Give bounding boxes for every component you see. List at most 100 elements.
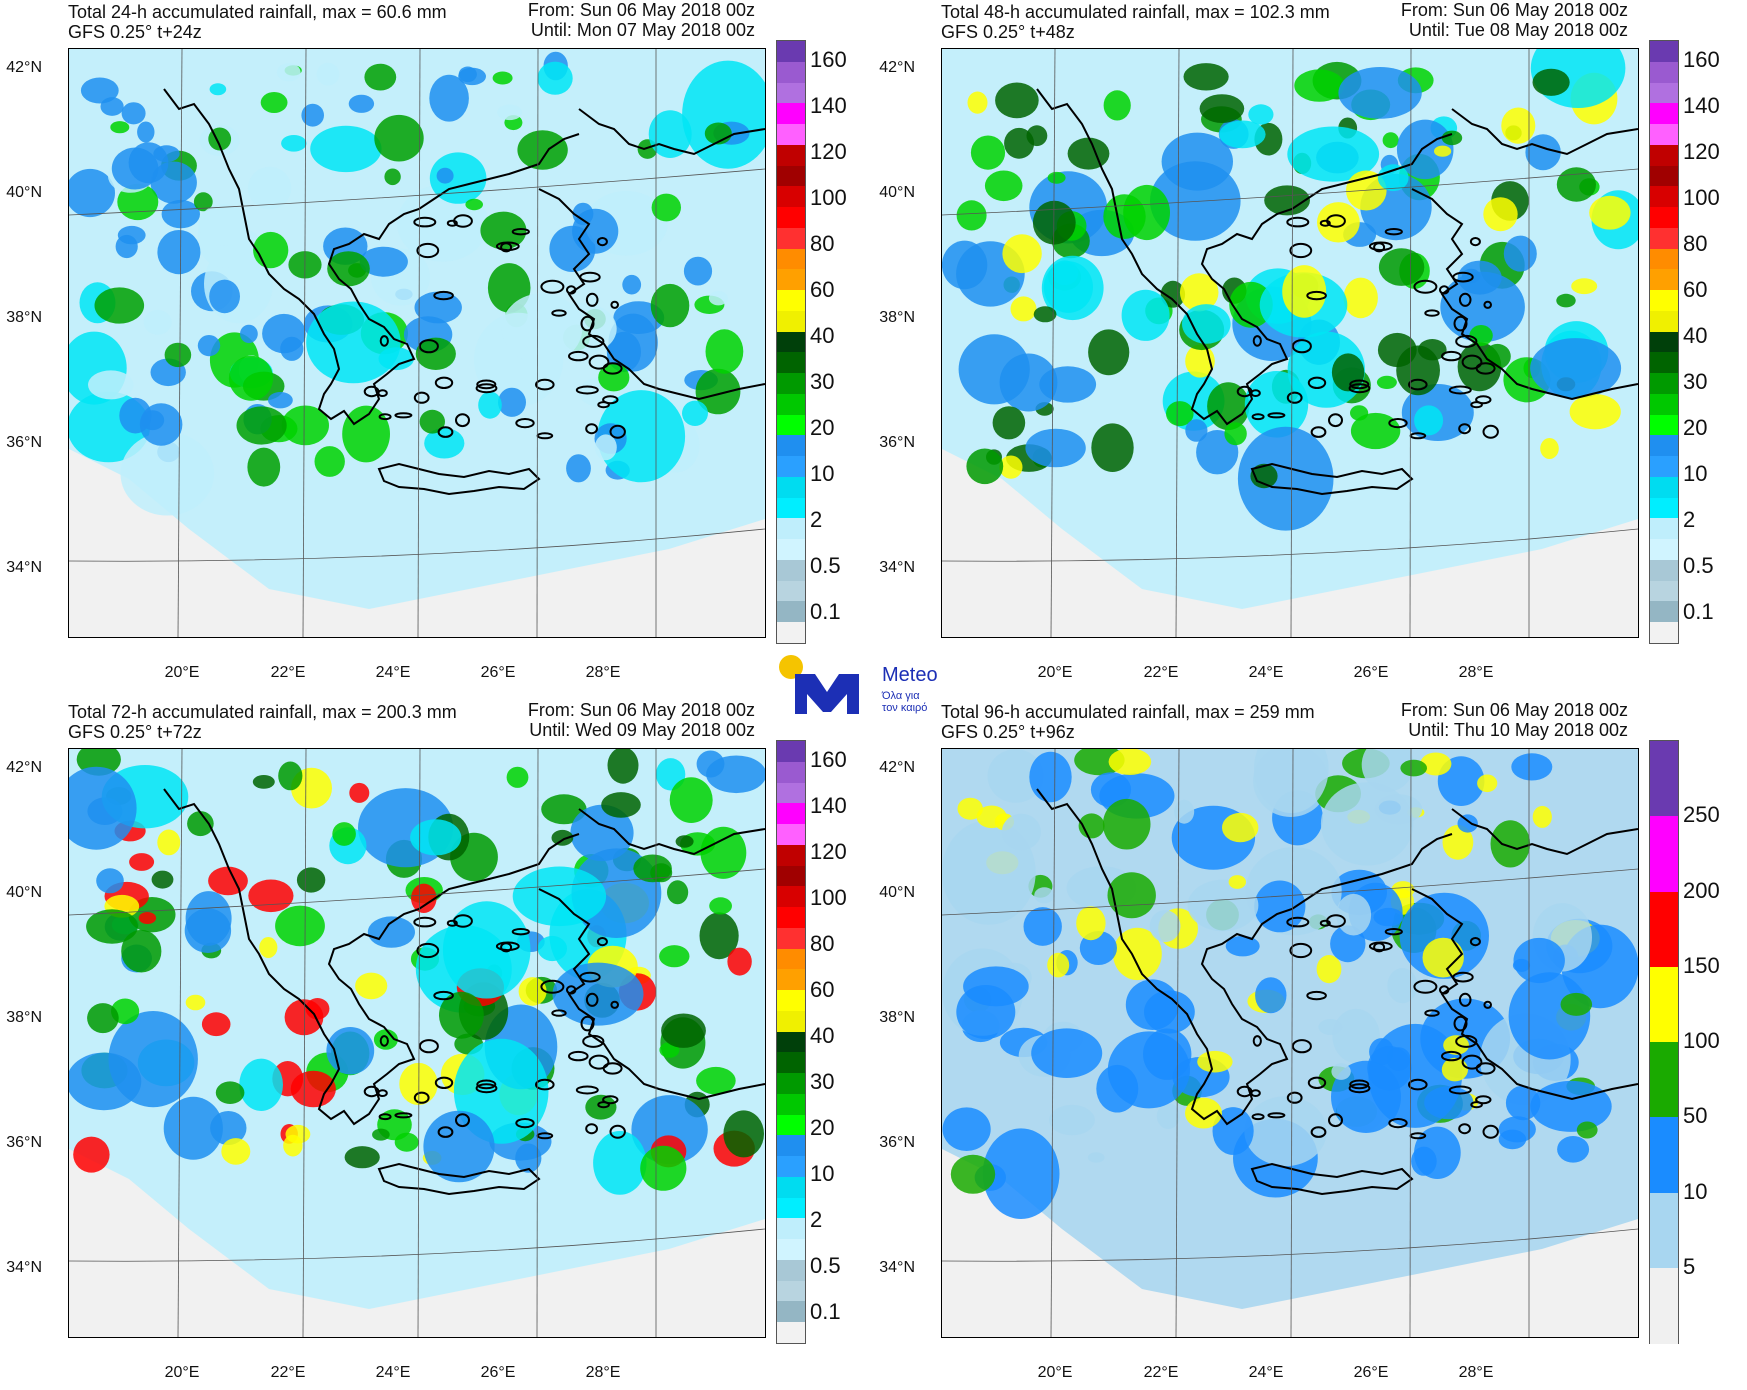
rainfall-map: [68, 48, 766, 638]
rain-blob: [1067, 137, 1110, 170]
rain-blob: [275, 905, 325, 947]
parallel-35n: [69, 528, 765, 562]
island: [1267, 1112, 1286, 1119]
rain-blob: [228, 355, 274, 401]
rain-blob: [419, 409, 445, 434]
colorbar-segment: [1650, 580, 1678, 602]
island: [1388, 418, 1408, 429]
rain-blob: [121, 929, 162, 973]
island: [1251, 1113, 1265, 1121]
colorbar-segment: [777, 456, 805, 478]
island: [475, 383, 498, 394]
colorbar-segment: [777, 601, 805, 623]
rain-blob: [359, 246, 408, 277]
rainfall-map: [941, 748, 1639, 1338]
lat-tick-label: 36°N: [6, 1134, 42, 1151]
rain-blob: [1556, 293, 1576, 308]
rain-blob: [141, 410, 165, 431]
island: [453, 214, 473, 228]
island: [394, 1112, 413, 1119]
meridian: [1050, 49, 1056, 637]
lon-tick-label: 24°E: [375, 664, 411, 681]
colorbar-segment: [777, 103, 805, 125]
rain-blob: [121, 102, 146, 125]
island: [1251, 413, 1265, 421]
rain-blob: [301, 103, 324, 127]
rain-blob: [1264, 185, 1310, 216]
island: [1348, 383, 1371, 394]
colorbar-segment: [777, 373, 805, 395]
rain-blob: [1026, 125, 1048, 147]
lon-tick-label: 20°E: [164, 1364, 200, 1381]
coastlines: [163, 788, 765, 1196]
lat-tick-label: 38°N: [879, 309, 915, 326]
colorbar-label: 80: [1683, 231, 1708, 256]
colorbar-label: 10: [1683, 461, 1708, 486]
rain-blob: [248, 879, 294, 913]
parallel-40n: [69, 868, 765, 916]
rain-blob: [1441, 130, 1463, 146]
island: [1475, 362, 1496, 375]
colorbar-label: 140: [1683, 93, 1720, 118]
island: [1348, 1083, 1371, 1094]
coast-greece: [163, 788, 580, 1126]
coast-crete: [377, 462, 541, 496]
rain-blob: [1443, 1035, 1469, 1055]
coast-greece: [163, 88, 580, 426]
colorbar-segment: [777, 435, 805, 457]
colorbar-segment: [777, 331, 805, 353]
lat-tick-label: 36°N: [879, 1134, 915, 1151]
rain-blob: [1029, 751, 1072, 803]
rain-blob: [1255, 977, 1287, 1014]
rain-blob: [1376, 375, 1397, 389]
island: [1291, 1039, 1312, 1054]
colorbar-label: 0.1: [810, 599, 841, 624]
rain-blob: [669, 777, 713, 823]
rain-blob: [355, 972, 388, 1000]
colorbar-segment: [1650, 393, 1678, 416]
colorbar-segment: [777, 41, 805, 63]
rain-blob: [1185, 419, 1208, 442]
meridian: [302, 49, 307, 637]
rain-blob: [1556, 167, 1596, 202]
rain-blob: [1197, 1050, 1233, 1073]
rain-blob: [1569, 394, 1621, 430]
island: [1328, 413, 1343, 428]
gridlines: [69, 49, 765, 637]
colorbar-segment: [777, 186, 805, 208]
rain-blob: [723, 1110, 764, 1158]
rainfall-map: [68, 748, 766, 1338]
rain-blob: [439, 991, 484, 1039]
island: [609, 424, 626, 439]
rain-blob: [1034, 887, 1055, 904]
colorbar-segment: [1650, 331, 1678, 353]
island: [1289, 942, 1313, 959]
rain-blob: [958, 334, 1030, 405]
rain-blob: [597, 390, 686, 483]
rain-blob: [316, 62, 340, 86]
colorbar-label: 10: [1683, 1178, 1708, 1204]
rain-blob: [1557, 1136, 1590, 1163]
rain-blob: [281, 405, 329, 446]
rain-blob: [262, 313, 306, 354]
rain-blob: [1219, 120, 1266, 149]
rain-blob: [1187, 879, 1259, 932]
colorbar-label: 120: [810, 139, 847, 164]
lat-tick-label: 42°N: [879, 59, 915, 76]
rain-blob: [518, 977, 547, 1006]
rain-blob: [281, 135, 307, 152]
lat-tick-label: 42°N: [6, 59, 42, 76]
rain-blob: [87, 1003, 119, 1034]
colorbar-segment: [1650, 559, 1678, 582]
colorbar-label: 100: [1683, 1028, 1720, 1053]
island: [416, 942, 440, 959]
colorbar-segment: [777, 1031, 805, 1053]
colorbar-segment: [777, 1280, 805, 1302]
colorbar-segment: [1650, 248, 1678, 270]
colorbar-segment: [777, 907, 805, 929]
colorbar-label: 250: [1683, 802, 1720, 828]
colorbar-segment: [1650, 103, 1678, 125]
rain-blob: [1457, 814, 1478, 833]
island: [602, 1095, 619, 1105]
rain-blob: [410, 819, 462, 856]
